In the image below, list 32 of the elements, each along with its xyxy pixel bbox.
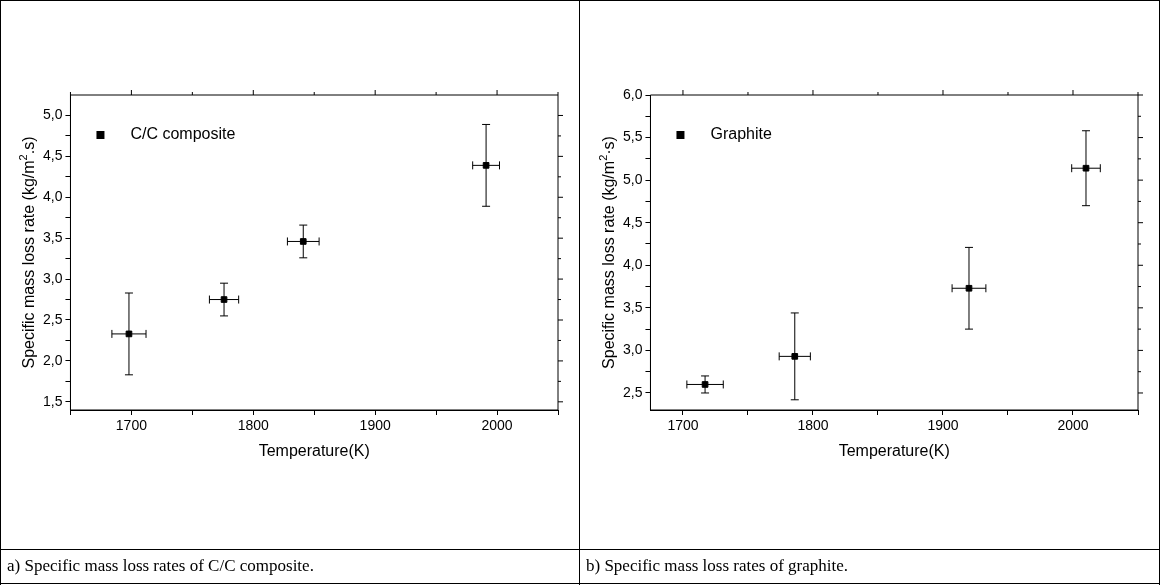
y-tick-label: 3,5 <box>622 298 643 315</box>
y-tick-label: 4,5 <box>622 213 643 230</box>
y-tick-label: 1,5 <box>42 392 63 409</box>
x-axis-title: Temperature(K) <box>258 441 370 459</box>
y-tick-label: 4,5 <box>42 147 63 164</box>
x-axis-title: Temperature(K) <box>838 441 950 459</box>
y-tick-label: 5,0 <box>622 170 643 187</box>
x-tick-label: 2000 <box>1056 417 1089 434</box>
x-tick-label: 1900 <box>926 417 959 434</box>
text: b) Specific mass loss rates of graphite. <box>586 556 849 575</box>
y-tick-label: 2,5 <box>42 310 63 327</box>
y-tick-label: 3,5 <box>42 229 63 246</box>
y-axis-title: Specific mass loss rate (kg/m2·s) <box>596 136 617 369</box>
x-tick-label: 1700 <box>115 417 148 434</box>
legend-label: C/C composite <box>130 125 236 143</box>
legend-label: Graphite <box>709 125 772 143</box>
y-tick-label: 6,0 <box>622 85 643 102</box>
y-tick-label: 3,0 <box>622 341 643 358</box>
y-tick-label: 5,5 <box>622 128 643 145</box>
y-tick-label: 5,0 <box>42 106 63 123</box>
y-tick-label: 2,0 <box>42 351 63 368</box>
y-tick-label: 4,0 <box>42 188 63 205</box>
x-tick-label: 1800 <box>796 417 829 434</box>
text: a) Specific mass loss rates of C/C composite. <box>7 556 314 575</box>
x-tick-label: 1700 <box>666 417 699 434</box>
y-axis-title: Specific mass loss rate (kg/m2.s) <box>17 136 38 369</box>
x-tick-label: 1900 <box>359 417 391 434</box>
y-tick-label: 3,0 <box>42 269 63 286</box>
x-tick-label: 1800 <box>237 417 270 434</box>
x-tick-label: 2000 <box>481 417 513 434</box>
y-tick-label: 2,5 <box>622 383 643 400</box>
y-tick-label: 4,0 <box>622 256 643 273</box>
